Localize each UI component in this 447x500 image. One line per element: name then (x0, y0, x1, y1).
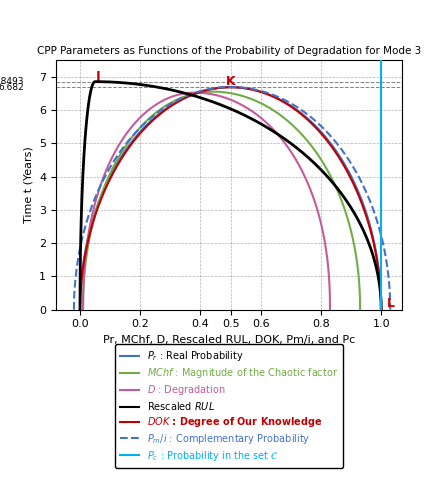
Y-axis label: Time t (Years): Time t (Years) (24, 146, 34, 223)
Text: J: J (96, 70, 101, 82)
Legend: $\it{P_r}$ : Real Probability, $\it{MChf}$ : Magnitude of the Chaotic factor, $\: $\it{P_r}$ : Real Probability, $\it{MChf… (115, 344, 343, 468)
X-axis label: Pr, MChf, D, Rescaled RUL, DOK, Pm/i, and Pc: Pr, MChf, D, Rescaled RUL, DOK, Pm/i, an… (103, 335, 355, 345)
Text: K: K (226, 75, 236, 88)
Text: L: L (387, 298, 395, 310)
Text: 6.8493: 6.8493 (0, 77, 24, 86)
Title: CPP Parameters as Functions of the Probability of Degradation for Mode 3: CPP Parameters as Functions of the Proba… (37, 46, 421, 56)
Text: 6.682: 6.682 (0, 82, 24, 92)
